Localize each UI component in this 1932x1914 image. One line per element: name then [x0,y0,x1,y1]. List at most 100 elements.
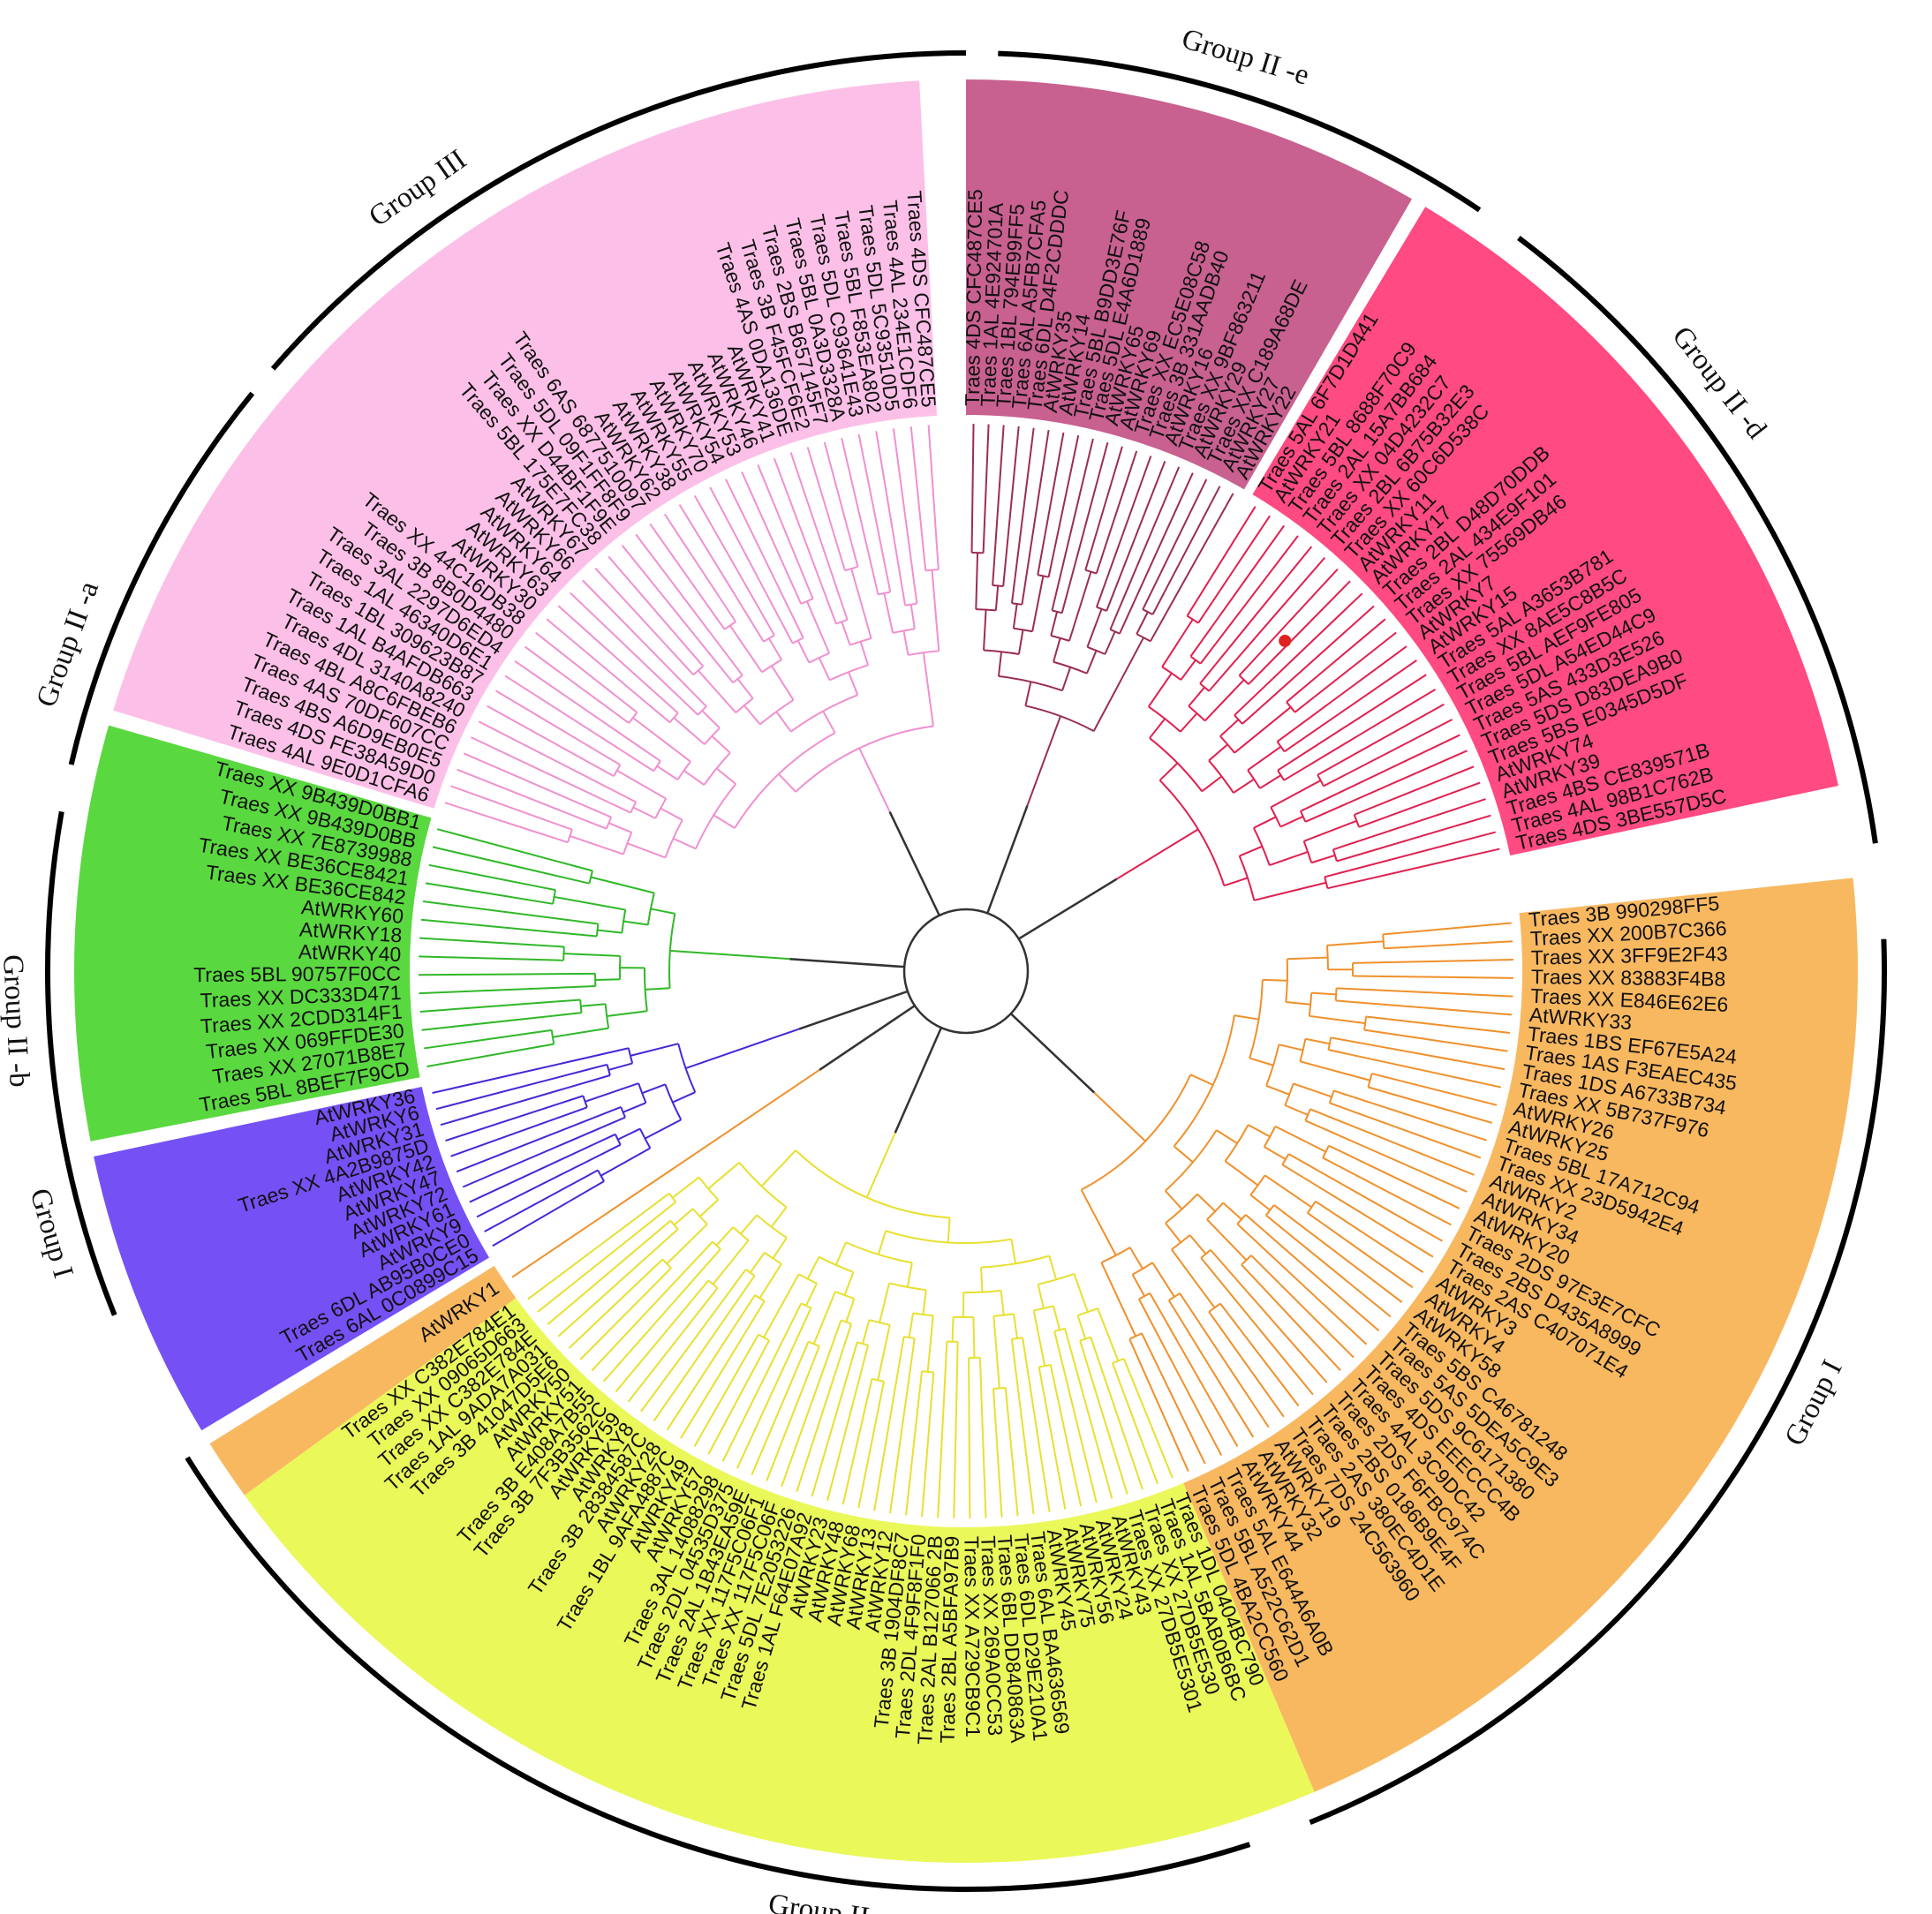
leaf-branch [1181,1321,1255,1438]
internal-branch [820,585,837,624]
internal-branch [1092,637,1144,732]
internal-arc [1011,1337,1023,1340]
leaf-branch [421,1016,541,1031]
leaf-branch [1348,1223,1424,1273]
internal-arc [1138,1292,1151,1300]
internal-arc [963,1289,1001,1293]
sector-II-b [94,1086,489,1431]
internal-branch [1328,1049,1354,1057]
internal-branch [1189,1074,1214,1086]
leaf-branch [1060,438,1094,571]
internal-branch [607,1010,647,1017]
internal-branch [1283,734,1361,781]
internal-branch [1171,1248,1216,1308]
internal-branch [1315,1200,1350,1225]
root-branch [798,990,909,1030]
internal-branch [638,695,671,724]
leaf-branch [445,1102,561,1142]
internal-branch [789,1302,803,1326]
internal-branch [590,876,655,894]
internal-branch [975,553,979,610]
leaf-branch [582,579,645,644]
internal-branch [1149,1292,1163,1315]
internal-branch [1197,601,1213,624]
internal-branch [549,873,590,885]
internal-arc [819,1255,854,1273]
internal-branch [1049,1364,1060,1405]
group-arc-II-e [998,50,1482,213]
leaf-branch [1352,1054,1502,1089]
internal-branch [513,1043,555,1052]
internal-branch [1358,818,1383,828]
leaf-branch [470,736,609,803]
internal-branch [1219,719,1240,737]
internal-branch [1249,1057,1274,1066]
internal-branch [749,1339,770,1377]
internal-branch [1250,1255,1281,1285]
internal-arc [992,1386,1006,1390]
internal-branch [1238,644,1268,676]
internal-branch [1249,1194,1271,1211]
internal-arc [763,634,775,643]
leaf-branch [424,1032,528,1050]
internal-branch [1109,606,1121,630]
leaf-branch [1302,1176,1434,1258]
leaf-branch [462,1126,603,1188]
internal-branch [1383,930,1424,936]
internal-branch [691,1279,710,1300]
leaf-branch [1138,1360,1189,1472]
leaf-branch [1207,506,1257,583]
internal-arc [903,1336,915,1339]
internal-branch [978,1357,983,1398]
internal-branch [1322,1157,1346,1171]
leaf-branch [1053,434,1080,554]
leaf-branch [1413,848,1500,870]
internal-branch [1303,819,1357,842]
internal-arc [1284,1083,1294,1106]
leaf-branch [1216,1276,1314,1396]
internal-branch [803,575,814,599]
leaf-branch [1201,1326,1270,1428]
internal-branch [713,814,736,829]
internal-arc [1110,629,1121,635]
leaf-branch [535,631,619,698]
internal-arc [790,694,858,733]
leaf-branch [766,1383,806,1481]
internal-branch [666,1223,708,1265]
internal-branch [1010,578,1016,604]
internal-arc [676,761,691,780]
internal-branch [608,822,632,833]
internal-branch [617,1127,641,1141]
internal-branch [1173,1145,1194,1164]
internal-arc [630,802,638,814]
internal-branch [1097,1307,1120,1361]
internal-branch [1047,553,1055,577]
internal-branch [906,1262,913,1288]
leaf-branch [773,457,823,586]
leaf-label: Traes 2BL A5BFA97B9 [936,1536,963,1744]
leaf-branch [627,1319,694,1403]
leaf-branch [570,592,681,699]
internal-branch [1254,881,1327,901]
internal-branch [1307,1212,1329,1228]
internal-branch [1352,961,1393,964]
internal-branch [548,1106,588,1122]
internal-arc [1286,701,1296,713]
leaf-label: Traes 4DS CFC487CE5 [961,189,986,406]
internal-branch [650,908,675,915]
leaf-branch [1096,446,1123,531]
internal-branch [972,1316,976,1358]
internal-branch [517,1047,630,1074]
internal-branch [539,944,564,948]
internal-branch [1141,1332,1161,1371]
leaf-branch [841,1402,868,1505]
leaf-branch [653,1295,742,1421]
internal-branch [623,920,648,926]
leaf-branch [1075,1416,1098,1503]
internal-branch [692,1269,747,1342]
internal-branch [1037,534,1046,576]
internal-branch [898,1336,905,1361]
internal-arc [664,819,683,858]
internal-branch [848,671,859,696]
internal-branch [1248,666,1267,685]
